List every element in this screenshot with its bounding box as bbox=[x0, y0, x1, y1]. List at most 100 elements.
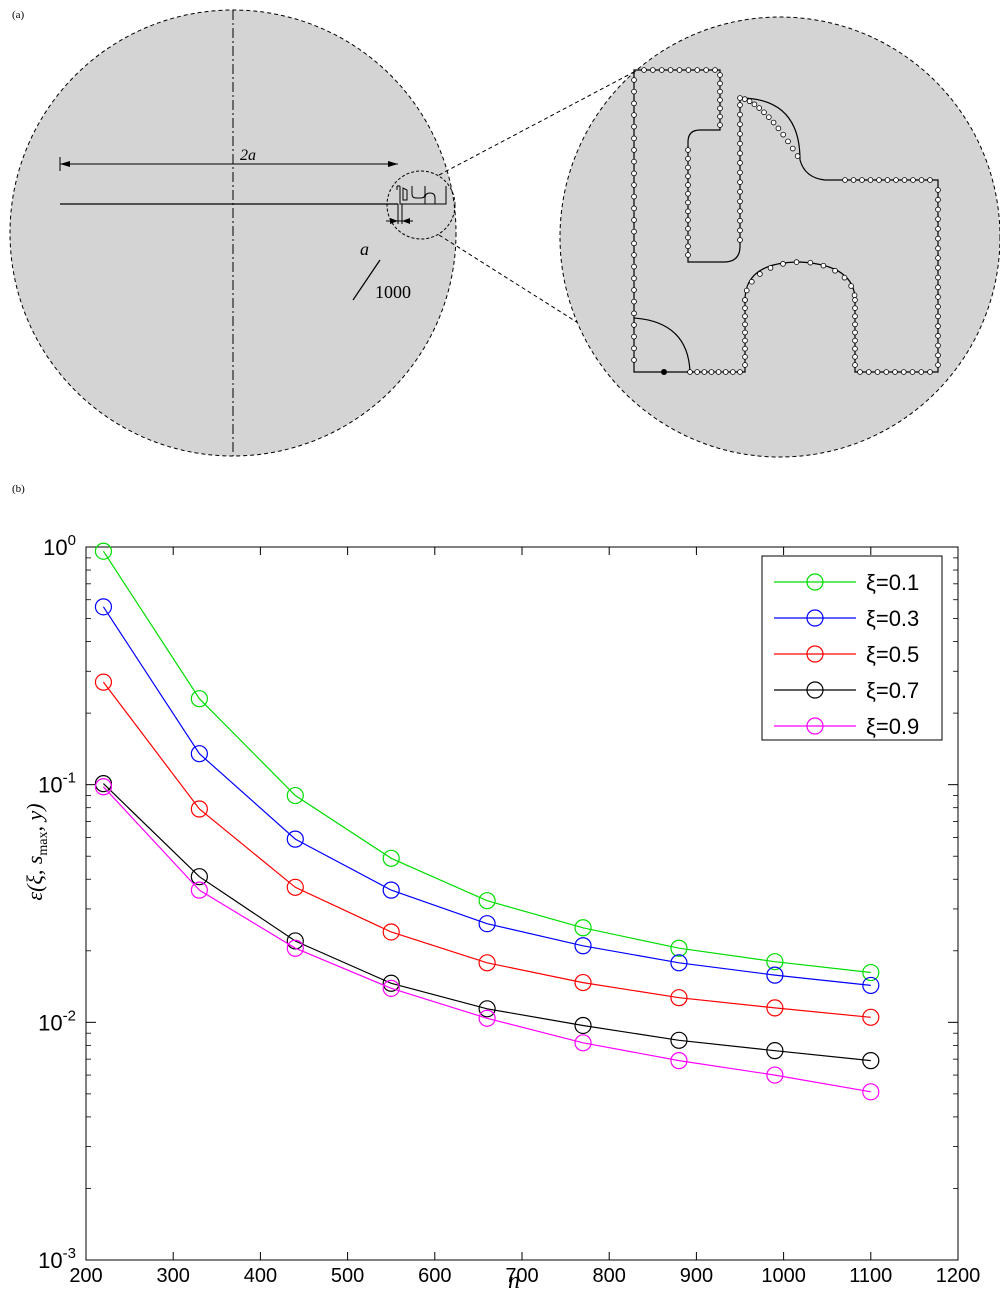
dimension-2a-right-arrow bbox=[388, 161, 398, 167]
legend: ξ=0.1 ξ=0.3 ξ=0.5 ξ=0.7 ξ=0.9 bbox=[761, 555, 943, 741]
boundary-node bbox=[737, 121, 743, 128]
boundary-node bbox=[789, 145, 796, 152]
series-point bbox=[862, 963, 880, 982]
legend-label: ξ=0.1 bbox=[866, 570, 919, 595]
boundary-node bbox=[685, 67, 692, 73]
legend-label: ξ=0.7 bbox=[866, 678, 919, 703]
boundary-node bbox=[631, 123, 637, 130]
y-tick-label: 10-2 bbox=[38, 1007, 76, 1035]
legend-label: ξ=0.5 bbox=[866, 642, 919, 667]
series-layer bbox=[94, 542, 880, 1101]
boundary-node bbox=[935, 294, 941, 300]
series-point bbox=[382, 979, 400, 997]
dimension-a-numerator: a bbox=[360, 239, 369, 259]
series-point bbox=[670, 954, 688, 972]
boundary-node bbox=[852, 297, 858, 303]
series-point bbox=[574, 1016, 592, 1035]
legend-entry: ξ=0.9 bbox=[774, 714, 919, 739]
boundary-node bbox=[631, 205, 637, 212]
boundary-node bbox=[694, 369, 700, 375]
boundary-node bbox=[767, 265, 774, 271]
x-axis-label: n bbox=[508, 1268, 520, 1294]
boundary-node bbox=[741, 96, 748, 102]
legend-marker bbox=[806, 609, 824, 627]
series-point bbox=[574, 1034, 592, 1052]
boundary-node bbox=[631, 100, 637, 107]
boundary-node bbox=[737, 131, 743, 137]
boundary-node bbox=[685, 173, 691, 180]
series-line bbox=[102, 786, 871, 1093]
boundary-node bbox=[631, 310, 637, 317]
boundary-node bbox=[722, 369, 729, 375]
boundary-node bbox=[884, 177, 891, 183]
boundary-node bbox=[935, 235, 941, 242]
panel-a: (a) 2a a 1000 bbox=[9, 9, 1000, 458]
tip-geometry-small bbox=[396, 185, 447, 205]
series-point bbox=[478, 1000, 496, 1018]
series-point bbox=[574, 919, 592, 937]
boundary-node bbox=[631, 357, 637, 363]
x-tick-label: 700 bbox=[505, 1265, 538, 1287]
series-point bbox=[862, 1052, 880, 1070]
boundary-nodes bbox=[631, 67, 941, 375]
boundary-node bbox=[685, 190, 691, 197]
boundary-node bbox=[631, 170, 637, 177]
boundary-node bbox=[631, 228, 637, 235]
series-point bbox=[190, 690, 208, 708]
boundary-node bbox=[935, 206, 941, 213]
boundary-node bbox=[685, 147, 691, 153]
series-point bbox=[670, 939, 688, 957]
x-tick-label: 800 bbox=[593, 1265, 626, 1287]
x-tick-label: 500 bbox=[331, 1265, 364, 1287]
boundary-node bbox=[935, 196, 941, 203]
y-tick-label: 100 bbox=[43, 532, 76, 560]
y-tick-label-base: 10 bbox=[38, 1248, 62, 1273]
legend-entry: ξ=0.3 bbox=[774, 606, 919, 631]
series-point bbox=[190, 745, 208, 763]
legend-label: ξ=0.9 bbox=[866, 714, 919, 739]
boundary-node bbox=[935, 284, 941, 291]
boundary-node bbox=[935, 333, 941, 339]
series-point bbox=[670, 1052, 688, 1070]
boundary-node bbox=[935, 352, 941, 359]
boundary-node bbox=[770, 119, 777, 126]
x-tick-label: 200 bbox=[69, 1265, 102, 1287]
boundary-node bbox=[761, 109, 767, 116]
boundary-node bbox=[867, 177, 874, 183]
series-point bbox=[94, 542, 113, 560]
boundary-node bbox=[717, 72, 723, 78]
y-axis-label-tail: , y) bbox=[22, 803, 47, 831]
series-point bbox=[382, 849, 400, 867]
boundary-node bbox=[892, 369, 898, 375]
boundary-node bbox=[717, 80, 723, 87]
boundary-node bbox=[701, 369, 708, 375]
boundary-node bbox=[909, 369, 916, 375]
boundary-node bbox=[742, 329, 748, 336]
series-group bbox=[94, 542, 880, 982]
boundary-node bbox=[717, 113, 723, 120]
boundary-node bbox=[935, 342, 941, 349]
series-group bbox=[94, 775, 880, 1070]
boundary-node bbox=[751, 101, 758, 108]
boundary-node bbox=[737, 217, 743, 224]
boundary-node bbox=[857, 369, 863, 375]
boundary-node bbox=[631, 217, 637, 223]
boundary-node bbox=[631, 135, 637, 142]
dimension-2a-left-arrow bbox=[60, 161, 70, 167]
legend-label: ξ=0.3 bbox=[866, 606, 919, 631]
dimension-a-denominator: 1000 bbox=[375, 282, 411, 302]
boundary-node bbox=[765, 114, 772, 120]
x-tick-label: 400 bbox=[244, 1265, 277, 1287]
panel-b-label: (b) bbox=[12, 483, 25, 495]
dimension-2a-label: 2a bbox=[240, 147, 256, 164]
boundary-node bbox=[935, 216, 941, 222]
y-tick-label-exponent: 0 bbox=[68, 532, 76, 549]
y-tick-label-exponent: -2 bbox=[63, 1007, 76, 1024]
y-tick-label-base: 10 bbox=[38, 1010, 62, 1035]
panel-b: (b) 200 300 400 500 600 700 800 900 1000 1100 1200… bbox=[12, 483, 980, 1294]
series-point bbox=[286, 878, 304, 896]
series-point bbox=[382, 974, 400, 992]
y-tick-label-base: 10 bbox=[38, 773, 62, 798]
boundary-node bbox=[883, 369, 890, 375]
